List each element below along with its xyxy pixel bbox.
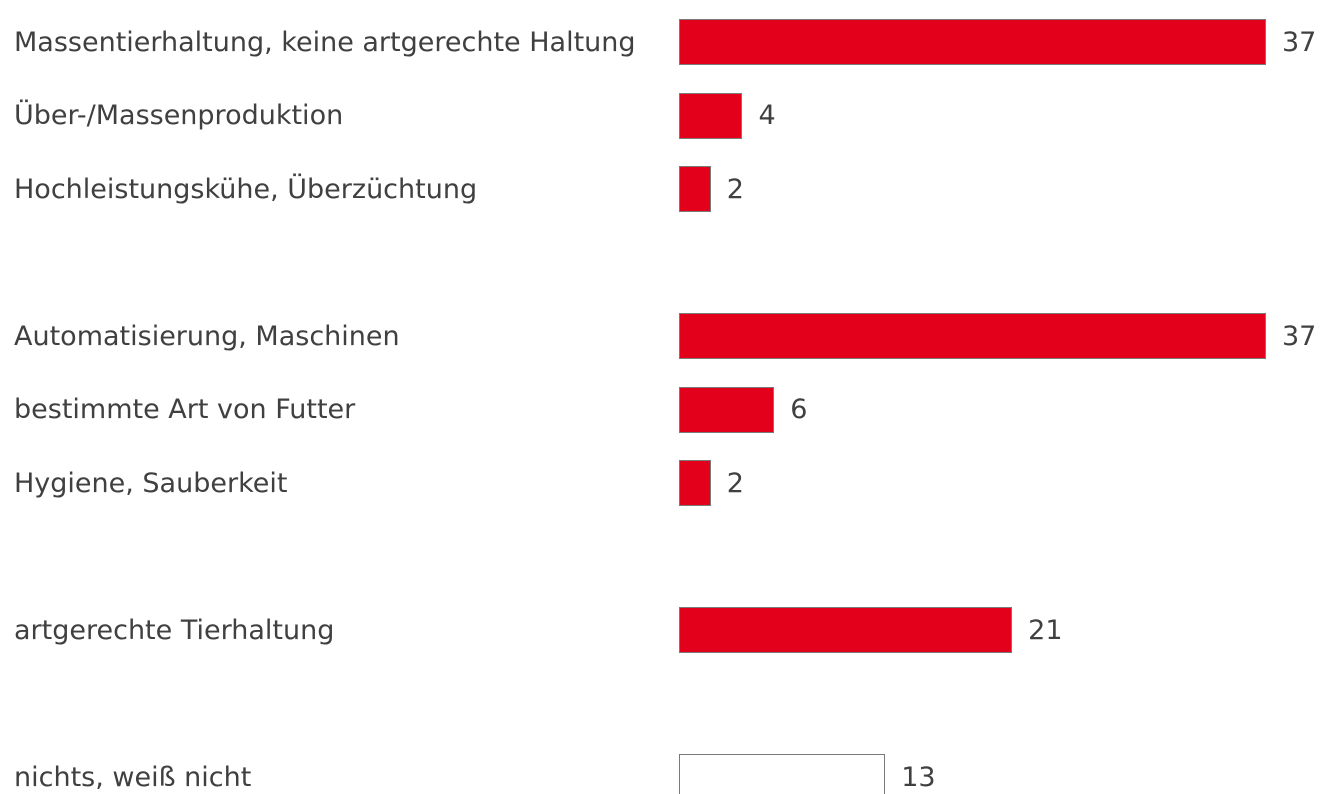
value-label: 21 (1028, 614, 1063, 646)
category-label: nichts, weiß nicht (14, 761, 252, 793)
value-label: 37 (1282, 320, 1317, 352)
bar (679, 166, 711, 212)
bar (679, 92, 743, 139)
bar (679, 386, 775, 433)
bar (679, 460, 711, 506)
value-label: 2 (726, 173, 744, 205)
bar (679, 607, 1013, 653)
value-label: 2 (726, 467, 744, 499)
category-label: Massentierhaltung, keine artgerechte Hal… (14, 26, 636, 58)
value-label: 4 (758, 100, 776, 131)
category-label: artgerechte Tierhaltung (14, 614, 335, 646)
value-label: 13 (901, 761, 936, 793)
value-label: 6 (790, 394, 808, 425)
bar (679, 313, 1266, 359)
value-label: 37 (1282, 26, 1317, 58)
category-label: bestimmte Art von Futter (14, 394, 356, 425)
category-label: Über-/Massenproduktion (14, 100, 344, 131)
bar (679, 754, 886, 794)
category-label: Automatisierung, Maschinen (14, 320, 400, 352)
category-label: Hochleistungskühe, Überzüchtung (14, 173, 478, 205)
bar (679, 19, 1266, 65)
category-label: Hygiene, Sauberkeit (14, 467, 288, 499)
